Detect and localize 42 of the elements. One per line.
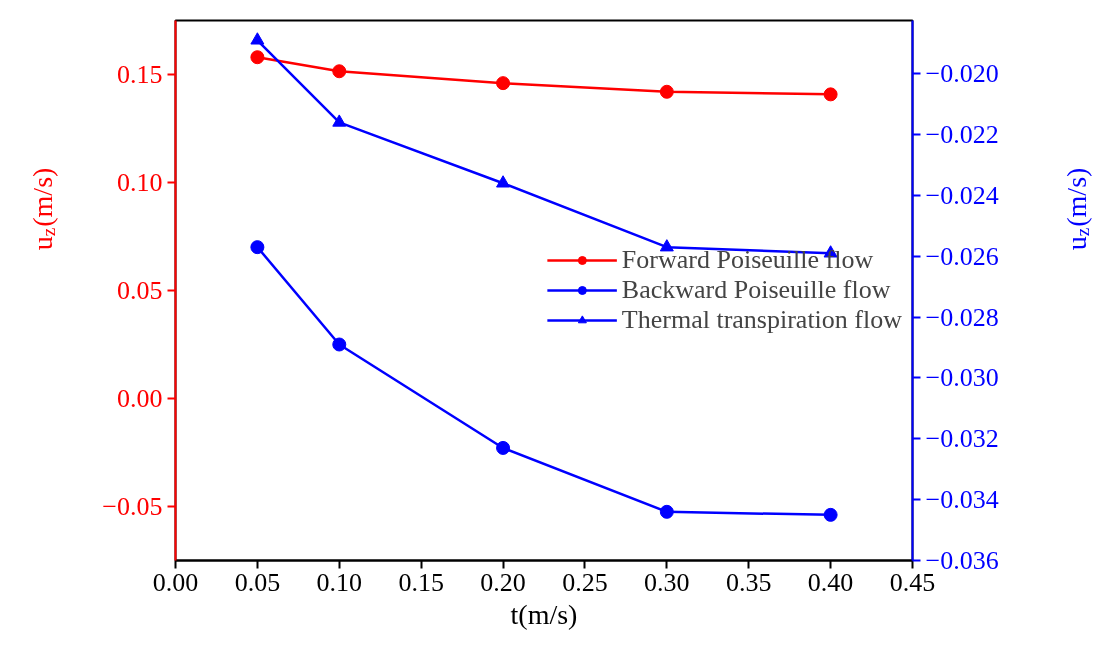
y-axis-title: uz(m/s) [27,167,59,251]
y2-tick-label: −0.026 [925,241,999,271]
legend-label: Forward Poiseuille flow [621,245,874,275]
point [659,239,674,252]
x-tick-label: 0.00 [152,567,199,597]
x-tick-label: 0.25 [562,567,608,597]
y2-tick-label: −0.034 [925,485,999,515]
point [823,507,838,522]
point [496,76,511,91]
legend-label: Thermal transpiration flow [621,305,902,335]
point [659,504,674,519]
x-tick-label: 0.35 [725,567,772,597]
y-tick-label: 0.00 [117,384,163,413]
y2-tick-label: −0.020 [925,59,999,89]
point [659,84,674,99]
x-tick-label: 0.05 [234,567,281,597]
y-tick-label: −0.05 [102,492,163,521]
point [496,440,511,455]
point [250,240,265,255]
point [332,337,347,352]
x-tick-label: 0.20 [480,567,526,597]
y2-axis-title: uz(m/s) [1061,167,1093,251]
legend-label: Backward Poiseuille flow [621,275,891,305]
point [250,50,265,65]
y-tick-label: 0.05 [117,276,163,305]
point [250,32,265,45]
y-tick-label: 0.10 [117,168,163,197]
x-tick-label: 0.10 [316,567,363,597]
x-tick-label: 0.30 [644,567,690,597]
y2-tick-label: −0.028 [925,302,999,332]
y2-tick-label: −0.022 [925,120,999,150]
y2-tick-label: −0.030 [925,363,999,393]
point [332,64,347,79]
y-tick-label: 0.15 [117,60,163,89]
y2-tick-label: −0.024 [925,180,999,210]
point [496,175,511,188]
x-tick-label: 0.15 [398,567,444,597]
x-axis-title: t(m/s) [510,598,578,630]
point [823,87,838,102]
y2-tick-label: −0.032 [925,424,999,454]
point [332,114,347,127]
x-tick-label: 0.40 [807,567,854,597]
